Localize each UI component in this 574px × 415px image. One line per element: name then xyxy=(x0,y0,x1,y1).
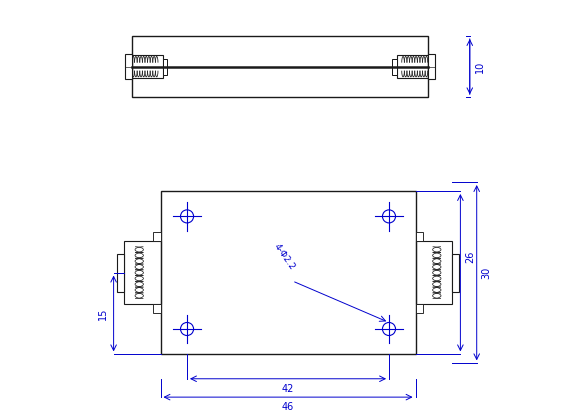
Bar xyxy=(416,304,423,313)
Bar xyxy=(153,304,161,313)
Bar xyxy=(132,56,162,78)
Bar xyxy=(162,59,168,75)
Text: 10: 10 xyxy=(475,61,484,73)
Bar xyxy=(452,254,459,292)
Bar xyxy=(132,36,428,97)
Bar xyxy=(428,54,435,79)
Bar xyxy=(392,59,397,75)
Text: 26: 26 xyxy=(466,250,475,263)
Bar xyxy=(117,254,124,292)
Bar xyxy=(161,191,416,354)
Text: 4-Φ2.2: 4-Φ2.2 xyxy=(272,242,296,271)
Bar xyxy=(416,241,452,304)
Text: 30: 30 xyxy=(482,266,491,279)
Bar xyxy=(124,241,161,304)
Text: 46: 46 xyxy=(282,402,294,412)
Bar xyxy=(125,54,132,79)
Bar xyxy=(416,232,423,241)
Bar xyxy=(397,56,428,78)
Text: 42: 42 xyxy=(282,383,294,394)
Text: 15: 15 xyxy=(98,307,107,320)
Bar xyxy=(153,232,161,241)
